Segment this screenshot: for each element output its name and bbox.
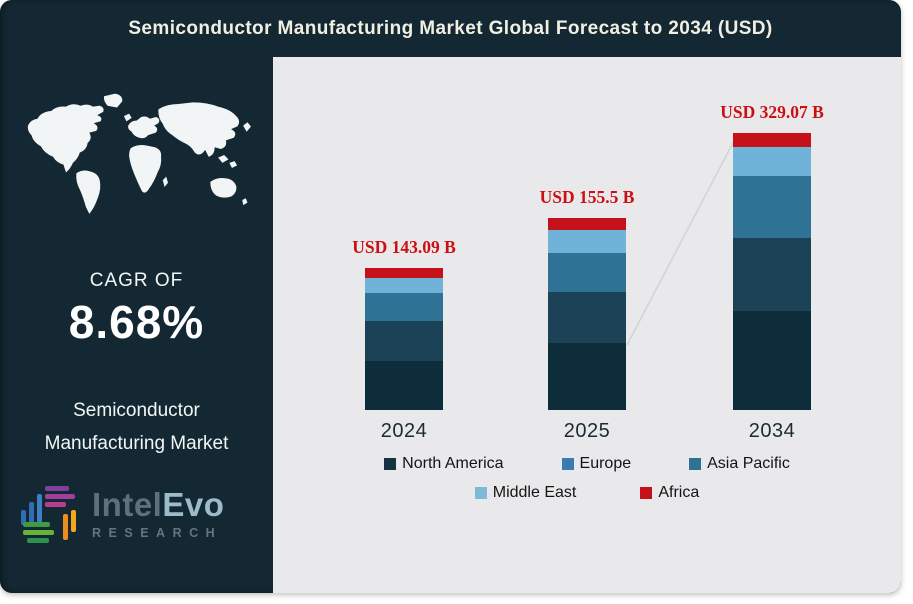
logo-brand: IntelEvo xyxy=(92,488,224,522)
infographic-card: Semiconductor Manufacturing Market Globa… xyxy=(0,0,901,593)
legend-label: Middle East xyxy=(492,484,577,501)
segment-2024-europe xyxy=(365,321,443,361)
chart-legend: North America Europe Asia Pacific Middle Ea… xyxy=(273,455,901,502)
segment-2034-europe xyxy=(733,237,811,311)
world-map-image xyxy=(27,93,251,214)
segment-2025-middle-east xyxy=(548,230,626,253)
growth-connector-line xyxy=(626,138,736,346)
chart-panel: USD 143.09 B 2024 USD 155.5 B 2025 USD 329.0… xyxy=(273,57,901,593)
segment-2025-north-america xyxy=(548,342,626,410)
intelevo-logo: IntelEvo RESEARCH xyxy=(18,482,224,546)
legend-item-europe: Europe xyxy=(561,455,632,473)
segment-2025-asia-pacific xyxy=(548,252,626,292)
segment-2024-middle-east xyxy=(365,278,443,294)
intelevo-logo-text: IntelEvo RESEARCH xyxy=(92,488,224,541)
logo-subtitle: RESEARCH xyxy=(92,526,223,540)
segment-2034-north-america xyxy=(733,310,811,410)
category-label-2034: 2034 xyxy=(748,420,796,442)
category-label-2025: 2025 xyxy=(563,420,611,442)
value-label-2024: USD 143.09 B xyxy=(352,237,456,257)
legend-swatch-icon xyxy=(474,487,487,499)
legend-label: North America xyxy=(402,455,504,472)
legend-item-middle-east: Middle East xyxy=(474,484,577,502)
cagr-label: CAGR OF xyxy=(89,270,184,291)
legend-item-north-america: North America xyxy=(384,455,504,473)
header: Semiconductor Manufacturing Market Globa… xyxy=(0,0,901,57)
segment-2025-europe xyxy=(548,291,626,343)
segment-2024-africa xyxy=(365,268,443,279)
segment-2034-asia-pacific xyxy=(733,175,811,238)
legend-item-asia-pacific: Asia Pacific xyxy=(689,455,790,473)
stacked-bar-plot: USD 143.09 B 2024 USD 155.5 B 2025 USD 329.0… xyxy=(273,57,901,593)
value-label-2025: USD 155.5 B xyxy=(539,187,635,207)
bar-2034 xyxy=(733,133,811,410)
legend-label: Asia Pacific xyxy=(707,455,790,472)
legend-swatch-icon xyxy=(384,458,397,470)
segment-2024-asia-pacific xyxy=(365,293,443,322)
legend-label: Europe xyxy=(579,455,632,472)
legend-item-africa: Africa xyxy=(640,484,699,502)
bar-2024 xyxy=(365,268,443,410)
intelevo-logo-icon xyxy=(21,486,76,543)
legend-swatch-icon xyxy=(561,458,574,470)
page-title: Semiconductor Manufacturing Market Globa… xyxy=(128,17,773,39)
segment-2024-north-america xyxy=(365,360,443,410)
legend-label: Africa xyxy=(658,484,700,501)
legend-row-1: North America Europe Asia Pacific xyxy=(384,455,790,473)
cagr-value: 8.68% xyxy=(68,296,205,348)
category-label-2024: 2024 xyxy=(380,420,428,442)
segment-2034-africa xyxy=(733,133,811,147)
logo-brand-part2: Evo xyxy=(162,486,225,523)
logo-brand-part1: Intel xyxy=(92,486,163,523)
market-name-line2: Manufacturing Market xyxy=(44,433,229,454)
legend-swatch-icon xyxy=(689,458,702,470)
market-name-line1: Semiconductor xyxy=(73,400,200,421)
market-name: Semiconductor Manufacturing Market xyxy=(0,394,273,460)
bar-2025 xyxy=(548,218,626,410)
legend-swatch-icon xyxy=(640,487,653,499)
segment-2025-africa xyxy=(548,218,626,230)
legend-row-2: Middle East Africa xyxy=(474,484,699,502)
value-label-2034: USD 329.07 B xyxy=(720,102,824,122)
sidebar: CAGR OF 8.68% Semiconductor Manufacturin… xyxy=(0,57,273,593)
segment-2034-middle-east xyxy=(733,146,811,176)
